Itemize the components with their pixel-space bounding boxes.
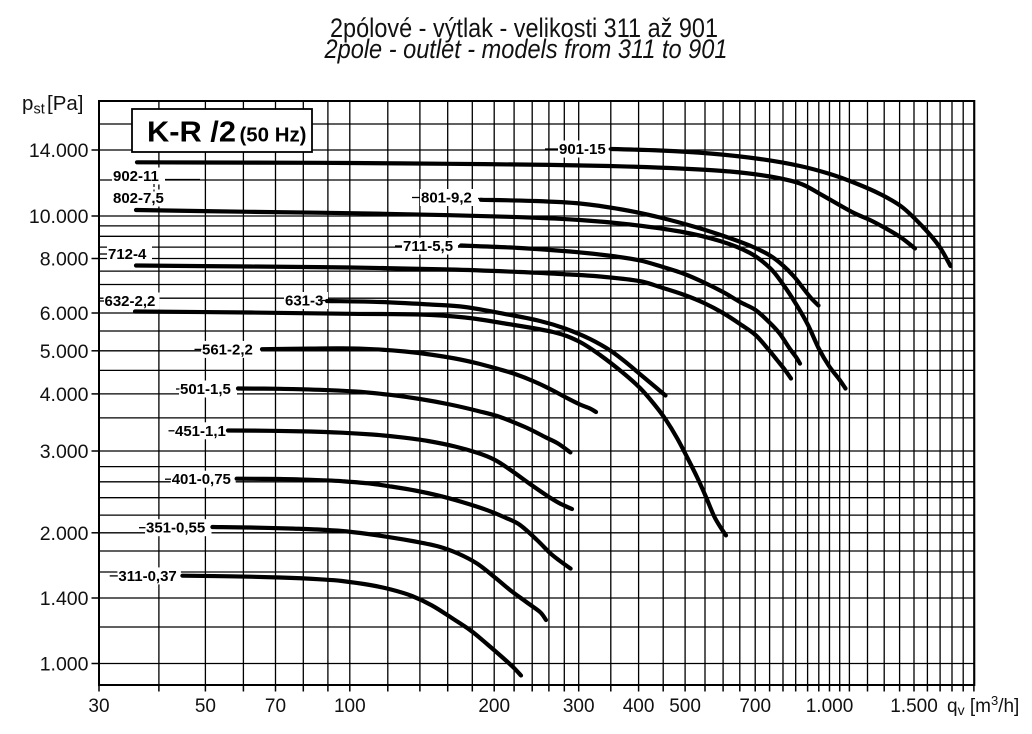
svg-text:500: 500 <box>669 696 701 717</box>
svg-text:700: 700 <box>739 696 771 717</box>
svg-text:801-9,2: 801-9,2 <box>421 190 472 207</box>
svg-text:[Pa]: [Pa] <box>47 92 83 115</box>
svg-text:1.000: 1.000 <box>806 696 854 717</box>
svg-text:100: 100 <box>334 696 366 717</box>
svg-text:400: 400 <box>623 696 655 717</box>
svg-text:561-2,2: 561-2,2 <box>202 341 253 358</box>
svg-text:2.000: 2.000 <box>40 523 89 545</box>
svg-text:711-5,5: 711-5,5 <box>403 238 453 255</box>
svg-text:8.000: 8.000 <box>40 249 89 271</box>
svg-text:(50 Hz): (50 Hz) <box>240 125 307 147</box>
svg-text:qv [m3/h]: qv [m3/h] <box>947 693 1019 718</box>
svg-text:4.000: 4.000 <box>40 384 89 406</box>
svg-text:1.400: 1.400 <box>40 588 89 610</box>
svg-text:712-4: 712-4 <box>108 246 147 263</box>
svg-text:401-0,75: 401-0,75 <box>172 471 231 488</box>
svg-text:451-1,1: 451-1,1 <box>175 423 226 440</box>
svg-text:st: st <box>34 102 45 118</box>
svg-text:30: 30 <box>88 696 109 717</box>
svg-text:6.000: 6.000 <box>40 303 89 325</box>
svg-text:50: 50 <box>195 696 216 717</box>
svg-text:311-0,37: 311-0,37 <box>118 568 176 585</box>
svg-text:2pole - outlet - models from 3: 2pole - outlet - models from 311 to 901 <box>324 34 728 64</box>
svg-text:902-11: 902-11 <box>113 168 159 185</box>
svg-text:200: 200 <box>478 696 510 717</box>
svg-text:1.000: 1.000 <box>40 654 89 676</box>
svg-text:901-15: 901-15 <box>559 141 606 158</box>
svg-text:p: p <box>22 92 33 115</box>
svg-text:501-1,5: 501-1,5 <box>180 381 231 398</box>
svg-text:5.000: 5.000 <box>40 341 89 363</box>
svg-text:70: 70 <box>265 696 286 717</box>
svg-text:10.000: 10.000 <box>29 206 89 228</box>
svg-text:K-R /2: K-R /2 <box>147 117 236 149</box>
svg-text:631-3: 631-3 <box>285 293 323 310</box>
svg-text:14.000: 14.000 <box>29 140 89 162</box>
svg-text:2pólové - výtlak - velikosti 3: 2pólové - výtlak - velikosti 311 až 901 <box>330 13 718 43</box>
svg-text:300: 300 <box>563 696 595 717</box>
svg-text:802-7,5: 802-7,5 <box>113 190 164 207</box>
svg-text:632-2,2: 632-2,2 <box>105 293 156 310</box>
svg-text:3.000: 3.000 <box>40 441 89 463</box>
svg-text:1.500: 1.500 <box>890 696 938 717</box>
svg-text:351-0,55: 351-0,55 <box>146 520 205 537</box>
